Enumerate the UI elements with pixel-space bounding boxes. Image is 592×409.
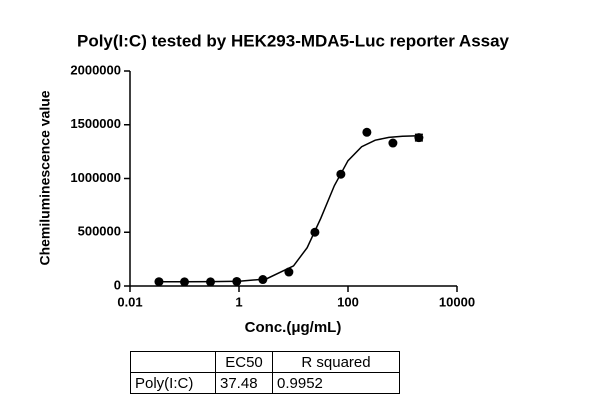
header-cell [130,351,216,373]
cell: Poly(I:C) [130,372,216,394]
y-tick-label: 2000000 [70,62,121,77]
data-point [414,133,424,143]
data-point [154,277,164,287]
header-cell: EC50 [215,351,273,373]
table-header: EC50 R squared [130,351,400,373]
x-tick-label: 10000 [439,294,475,309]
x-tick-label: 0.01 [117,294,142,309]
x-tick-label: 100 [337,294,359,309]
x-tick-label: 1 [235,294,242,309]
cell: 37.48 [215,372,273,394]
result-table: EC50 R squared Poly(I:C) 37.48 0.9952 [130,351,400,394]
chart-title: Poly(I:C) tested by HEK293-MDA5-Luc repo… [77,31,510,50]
data-point [232,276,242,286]
table-row: Poly(I:C) 37.48 0.9952 [130,372,400,394]
header-cell: R squared [272,351,400,373]
cell: 0.9952 [272,372,400,394]
data-point [362,127,372,137]
y-axis-label: Chemiluminescence value [37,90,53,265]
data-point [258,275,268,285]
data-point [310,227,320,237]
data-point [388,138,398,148]
y-tick-label: 500000 [78,224,121,239]
y-tick-label: 1000000 [70,170,121,185]
data-point [336,169,346,179]
fit-curve [157,135,419,283]
data-point [206,277,216,287]
data-point [284,267,294,277]
y-tick-label: 1500000 [70,116,121,131]
y-tick-label: 0 [114,277,121,292]
data-point [180,277,189,287]
x-axis-label: Conc.(μg/mL) [245,319,342,336]
